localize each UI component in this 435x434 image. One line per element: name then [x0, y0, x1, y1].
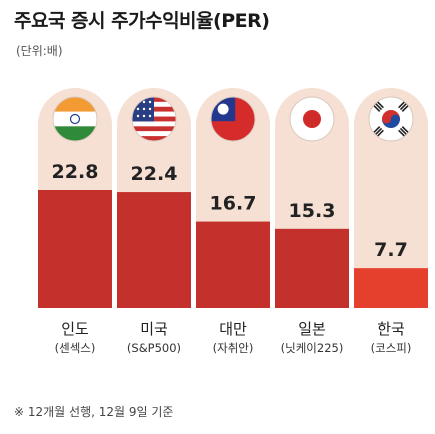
bar-2 — [196, 221, 270, 308]
bar-1 — [117, 192, 191, 308]
index-label: (닛케이225) — [281, 341, 344, 355]
category-label: 한국 — [377, 320, 405, 338]
japan-flag-icon — [289, 96, 335, 142]
category-label: 인도 — [61, 320, 89, 338]
korea-flag-icon — [368, 96, 414, 142]
value-label: 16.7 — [210, 193, 257, 215]
index-label: (코스피) — [371, 341, 412, 355]
india-flag-icon — [52, 96, 98, 142]
bar-track — [354, 88, 428, 308]
usa-flag-icon — [131, 96, 177, 142]
value-label: 22.8 — [52, 161, 99, 183]
index-label: (자취안) — [213, 341, 254, 355]
bar-4 — [354, 268, 428, 308]
chart-title: 주요국 증시 주가수익비율(PER) — [14, 10, 270, 32]
category-label: 미국 — [140, 320, 168, 338]
unit-label: (단위:배) — [16, 44, 63, 58]
value-label: 15.3 — [289, 200, 336, 222]
taiwan-flag-icon — [210, 96, 256, 142]
index-label: (센섹스) — [55, 341, 96, 355]
per-bar-chart: 22.8 22.4 16.7 15.3 7.7 인도 (센섹스) 미국 (S&P500) 대만 (… — [38, 88, 428, 355]
category-label: 일본 — [298, 320, 326, 338]
value-label: 7.7 — [374, 239, 408, 261]
bar-3 — [275, 228, 349, 308]
value-label: 22.4 — [131, 163, 178, 185]
index-label: (S&P500) — [127, 341, 181, 355]
footnote: ※ 12개월 선행, 12월 9일 기준 — [14, 405, 174, 419]
bar-0 — [38, 190, 112, 308]
category-label: 대만 — [219, 320, 247, 338]
